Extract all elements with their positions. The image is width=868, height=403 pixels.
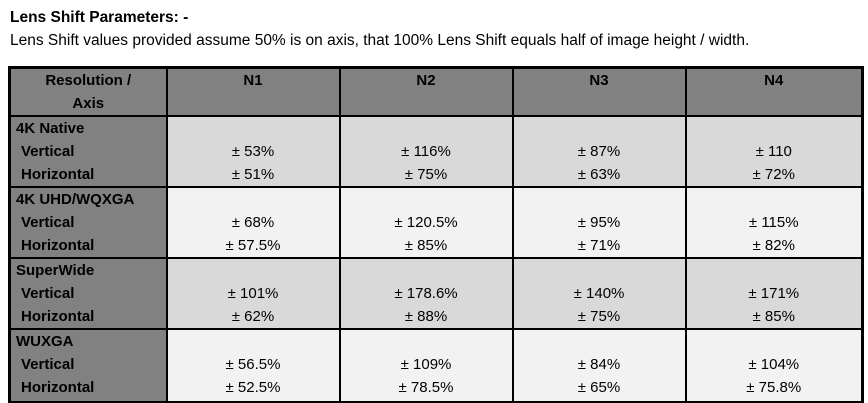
value-cell: ± 120.5% ± 85% bbox=[338, 186, 514, 259]
lens-shift-table: Resolution / Axis N1 N2 N3 N4 4K Native … bbox=[8, 66, 864, 403]
axis-label-horizontal: Horizontal bbox=[21, 308, 95, 325]
shift-value-vertical: ± 116% bbox=[401, 143, 451, 160]
axis-label-vertical: Vertical bbox=[21, 214, 75, 231]
value-cell: ± 115% ± 82% bbox=[684, 186, 864, 259]
shift-value-horizontal: ± 62% bbox=[231, 308, 275, 325]
resolution-cell: SuperWide Vertical Horizontal bbox=[8, 257, 168, 330]
axis-label-horizontal: Horizontal bbox=[21, 237, 95, 254]
resolution-label: 4K Native bbox=[16, 120, 85, 137]
shift-value-vertical: ± 68% bbox=[231, 214, 275, 231]
shift-value-vertical: ± 171% bbox=[748, 285, 800, 302]
shift-value-horizontal: ± 75.8% bbox=[746, 379, 802, 396]
shift-value-horizontal: ± 75% bbox=[404, 166, 448, 183]
shift-value-vertical: ± 87% bbox=[577, 143, 621, 160]
shift-value-vertical: ± 104% bbox=[748, 356, 800, 373]
resolution-label: SuperWide bbox=[16, 262, 95, 279]
shift-value-vertical: ± 120.5% bbox=[394, 214, 458, 231]
column-header-n3: N3 bbox=[511, 66, 687, 117]
table-row-4k-native: 4K Native Vertical Horizontal ± 53% ± 51… bbox=[8, 115, 864, 188]
shift-value-horizontal: ± 85% bbox=[752, 308, 795, 325]
shift-value-vertical: ± 178.6% bbox=[394, 285, 458, 302]
shift-value-horizontal: ± 88% bbox=[404, 308, 448, 325]
value-cell: ± 95% ± 71% bbox=[511, 186, 687, 259]
shift-value-vertical: ± 101% bbox=[227, 285, 279, 302]
value-cell: ± 178.6% ± 88% bbox=[338, 257, 514, 330]
shift-value-vertical: ± 109% bbox=[400, 356, 452, 373]
value-cell: ± 110 ± 72% bbox=[684, 115, 864, 188]
value-cell: ± 171% ± 85% bbox=[684, 257, 864, 330]
shift-value-horizontal: ± 78.5% bbox=[398, 379, 454, 396]
corner-header-cell: Resolution / Axis bbox=[8, 66, 168, 117]
value-cell: ± 87% ± 63% bbox=[511, 115, 687, 188]
shift-value-vertical: ± 95% bbox=[577, 214, 621, 231]
corner-header-line2: Axis bbox=[72, 95, 105, 112]
table-row-wuxga: WUXGA Vertical Horizontal ± 56.5% ± 52.5… bbox=[8, 328, 864, 403]
value-cell: ± 109% ± 78.5% bbox=[338, 328, 514, 403]
shift-value-horizontal: ± 51% bbox=[231, 166, 275, 183]
shift-value-horizontal: ± 57.5% bbox=[225, 237, 281, 254]
shift-value-vertical: ± 115% bbox=[748, 214, 799, 231]
shift-value-horizontal: ± 52.5% bbox=[225, 379, 281, 396]
shift-value-horizontal: ± 65% bbox=[577, 379, 621, 396]
resolution-label: WUXGA bbox=[16, 333, 74, 350]
axis-label-vertical: Vertical bbox=[21, 285, 75, 302]
axis-label-vertical: Vertical bbox=[21, 143, 75, 160]
value-cell: ± 53% ± 51% bbox=[165, 115, 341, 188]
value-cell: ± 101% ± 62% bbox=[165, 257, 341, 330]
value-cell: ± 140% ± 75% bbox=[511, 257, 687, 330]
shift-value-horizontal: ± 63% bbox=[577, 166, 621, 183]
column-header-n2: N2 bbox=[338, 66, 514, 117]
value-cell: ± 116% ± 75% bbox=[338, 115, 514, 188]
corner-header-line1: Resolution / bbox=[45, 72, 132, 89]
axis-label-horizontal: Horizontal bbox=[21, 379, 95, 396]
value-cell: ± 104% ± 75.8% bbox=[684, 328, 864, 403]
axis-label-horizontal: Horizontal bbox=[21, 166, 95, 183]
axis-label-vertical: Vertical bbox=[21, 356, 75, 373]
shift-value-vertical: ± 84% bbox=[577, 356, 621, 373]
page-title: Lens Shift Parameters: - bbox=[10, 9, 189, 26]
table-row-4k-uhd-wqxga: 4K UHD/WQXGA Vertical Horizontal ± 68% ±… bbox=[8, 186, 864, 259]
column-header-n1: N1 bbox=[165, 66, 341, 117]
value-cell: ± 84% ± 65% bbox=[511, 328, 687, 403]
table-header-row: Resolution / Axis N1 N2 N3 N4 bbox=[8, 66, 864, 117]
shift-value-vertical: ± 140% bbox=[573, 285, 625, 302]
value-cell: ± 68% ± 57.5% bbox=[165, 186, 341, 259]
shift-value-vertical: ± 110 bbox=[755, 143, 792, 160]
shift-value-horizontal: ± 85% bbox=[404, 237, 448, 254]
resolution-cell: WUXGA Vertical Horizontal bbox=[8, 328, 168, 403]
shift-value-horizontal: ± 71% bbox=[577, 237, 621, 254]
resolution-cell: 4K Native Vertical Horizontal bbox=[8, 115, 168, 188]
shift-value-horizontal: ± 82% bbox=[752, 237, 795, 254]
resolution-label: 4K UHD/WQXGA bbox=[16, 191, 135, 208]
shift-value-vertical: ± 53% bbox=[231, 143, 275, 160]
column-header-n4: N4 bbox=[684, 66, 864, 117]
shift-value-vertical: ± 56.5% bbox=[225, 356, 281, 373]
value-cell: ± 56.5% ± 52.5% bbox=[165, 328, 341, 403]
table-row-superwide: SuperWide Vertical Horizontal ± 101% ± 6… bbox=[8, 257, 864, 330]
page-subtitle: Lens Shift values provided assume 50% is… bbox=[10, 32, 750, 49]
shift-value-horizontal: ± 75% bbox=[577, 308, 621, 325]
shift-value-horizontal: ± 72% bbox=[752, 166, 795, 183]
resolution-cell: 4K UHD/WQXGA Vertical Horizontal bbox=[8, 186, 168, 259]
